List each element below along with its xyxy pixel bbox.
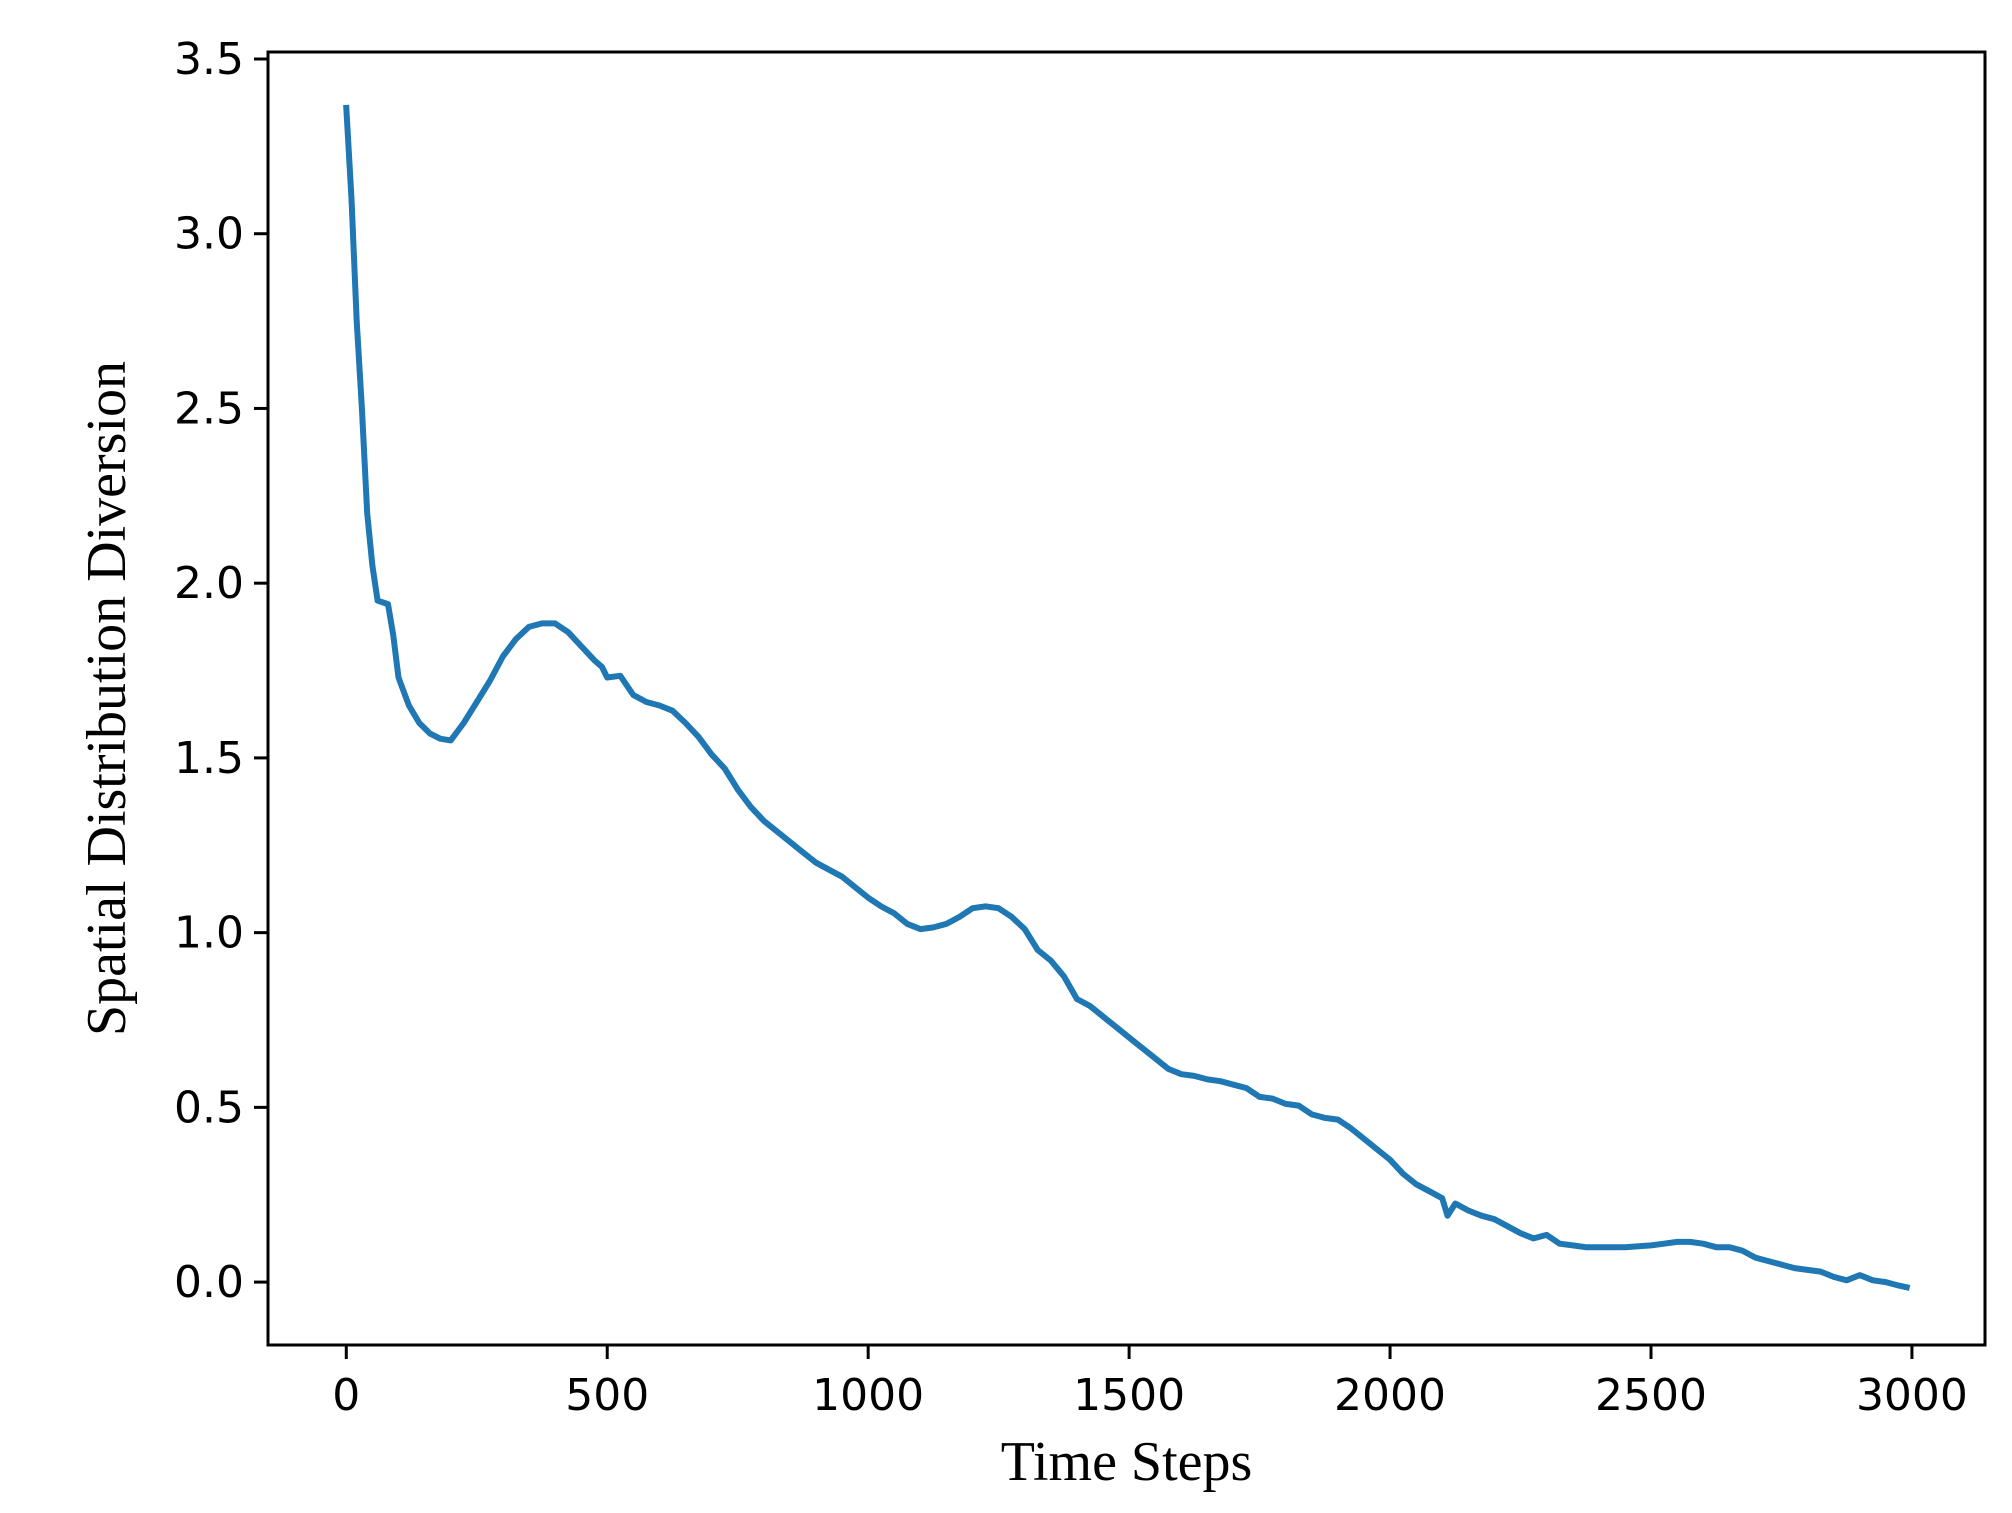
y-tick-label: 1.5 xyxy=(174,733,244,784)
y-tick-label: 3.0 xyxy=(174,209,244,260)
series-line-0 xyxy=(343,104,1911,1291)
y-tick-label: 2.0 xyxy=(174,558,244,609)
series-layer xyxy=(343,104,1911,1291)
y-tick-label: 1.0 xyxy=(174,908,244,959)
y-tick-label: 3.5 xyxy=(174,34,244,85)
x-tick-label: 2500 xyxy=(1595,1370,1707,1421)
x-tick-label: 3000 xyxy=(1856,1370,1968,1421)
y-tick-label: 2.5 xyxy=(174,383,244,434)
x-tick-label: 1000 xyxy=(812,1370,924,1421)
y-axis-ticks: 0.0 0.5 1.0 1.5 2.0 2.5 3.0 3.5 xyxy=(174,34,268,1308)
axes-frame xyxy=(266,50,1987,1347)
y-tick-label: 0.5 xyxy=(174,1082,244,1133)
x-axis-label: Time Steps xyxy=(1001,1431,1253,1493)
x-tick-label: 1500 xyxy=(1073,1370,1185,1421)
y-axis-label: Spatial Distribution Diversion xyxy=(76,361,138,1036)
x-tick-label: 0 xyxy=(332,1370,360,1421)
x-tick-label: 2000 xyxy=(1334,1370,1446,1421)
x-axis-ticks: 0 500 1000 1500 2000 2500 3000 xyxy=(332,1345,1968,1421)
plot-background xyxy=(268,52,1985,1345)
axes-spines xyxy=(266,50,1987,1347)
x-tick-label: 500 xyxy=(565,1370,649,1421)
y-tick-label: 0.0 xyxy=(174,1257,244,1308)
plot-area xyxy=(268,52,1985,1345)
